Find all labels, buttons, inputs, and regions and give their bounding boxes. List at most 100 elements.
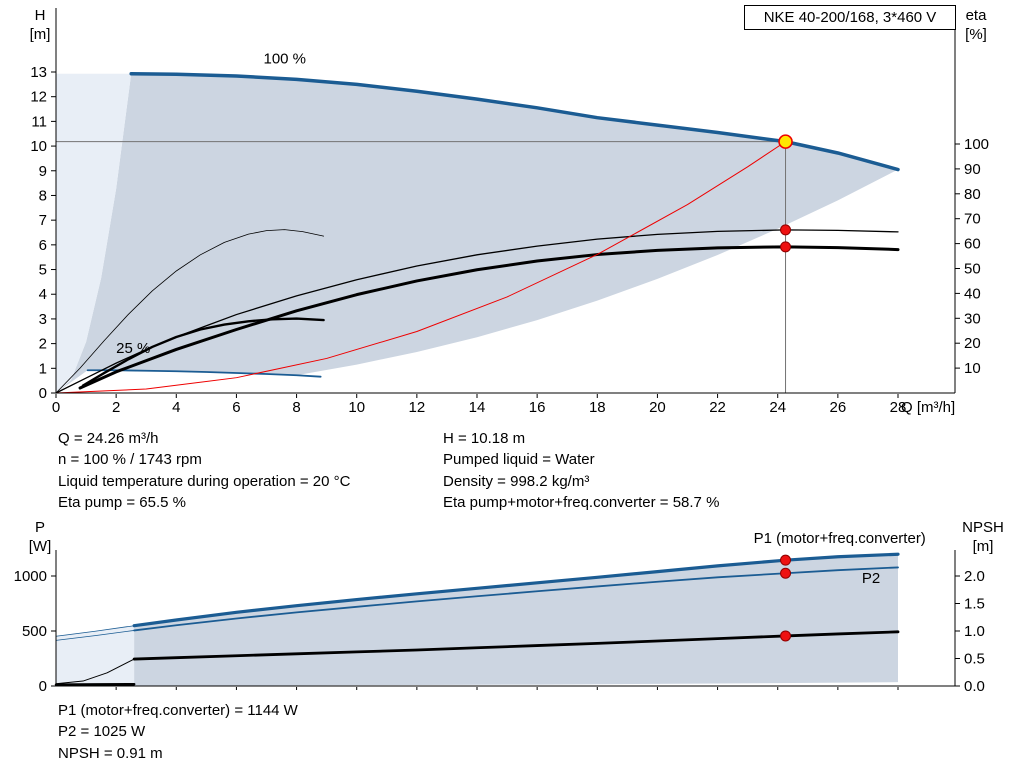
eta-pump-reduced-curve	[55, 229, 325, 394]
bottom-chart-axes: 0 500 1000 0.0 0.5 1.0 1.5 2.0	[14, 550, 985, 695]
p-axis-title-unit: [W]	[28, 538, 52, 555]
npsh-min-speed-curve	[55, 658, 135, 685]
q-axis-title: Q [m³/h]	[901, 399, 956, 416]
svg-text:50: 50	[964, 261, 981, 278]
result-p1: P1 (motor+freq.converter) = 1144 W	[58, 702, 298, 719]
svg-text:16: 16	[529, 399, 546, 416]
svg-text:12: 12	[30, 89, 47, 106]
operating-parameters-right: H = 10.18 m Pumped liquid = Water Densit…	[443, 428, 719, 513]
result-p2: P2 = 1025 W	[58, 723, 146, 741]
speed-100-label: 100 %	[263, 50, 306, 67]
speed-25-label: 25 %	[116, 340, 150, 357]
svg-text:0: 0	[39, 385, 47, 402]
svg-text:9: 9	[39, 163, 47, 180]
result-npsh: NPSH = 0.91 m	[58, 744, 163, 762]
eta-axis-title: eta [%]	[954, 6, 998, 44]
svg-text:40: 40	[964, 285, 981, 302]
system-curve	[55, 141, 787, 394]
svg-text:7: 7	[39, 212, 47, 229]
power-low-flow-envelope	[56, 625, 135, 686]
svg-text:70: 70	[964, 211, 981, 228]
p-axis-title-symbol: P	[34, 519, 45, 536]
pump-model-title: NKE 40-200/168, 3*460 V	[744, 5, 956, 30]
svg-text:3: 3	[39, 311, 47, 328]
svg-text:80: 80	[964, 186, 981, 203]
svg-text:12: 12	[409, 399, 426, 416]
svg-text:10: 10	[964, 360, 981, 377]
svg-text:22: 22	[709, 399, 726, 416]
power-envelope	[56, 554, 898, 686]
p2-curve	[133, 566, 899, 632]
eta-total-curve	[78, 245, 900, 390]
svg-text:2: 2	[39, 336, 47, 353]
svg-text:13: 13	[30, 64, 47, 81]
svg-text:11: 11	[31, 113, 47, 130]
param-eta-total: Eta pump+motor+freq.converter = 58.7 %	[443, 493, 720, 511]
p2-curve-label: P2	[862, 570, 880, 587]
npsh-curve	[132, 630, 900, 661]
svg-text:20: 20	[649, 399, 666, 416]
p1-curve-label: P1 (motor+freq.converter)	[754, 530, 926, 547]
eta-axis-title-unit: [%]	[965, 26, 987, 43]
svg-text:500: 500	[22, 623, 47, 640]
svg-text:1: 1	[39, 360, 47, 377]
h-axis-title: H [m]	[22, 6, 58, 44]
svg-text:0: 0	[52, 399, 60, 416]
svg-text:100: 100	[964, 136, 989, 153]
param-density: Density = 998.2 kg/m³	[443, 472, 590, 490]
svg-text:26: 26	[830, 399, 847, 416]
p1-min-speed-curve	[55, 625, 135, 637]
svg-text:4: 4	[172, 399, 180, 416]
p-axis-title: P [W]	[22, 518, 58, 556]
svg-text:5: 5	[39, 262, 47, 279]
svg-text:60: 60	[964, 236, 981, 253]
svg-text:18: 18	[589, 399, 606, 416]
svg-text:1.0: 1.0	[964, 623, 985, 640]
low-flow-envelope	[56, 73, 132, 394]
npsh-point	[780, 630, 792, 642]
npsh-axis-title-unit: [m]	[972, 538, 994, 555]
p2-point	[780, 567, 792, 579]
svg-text:8: 8	[292, 399, 300, 416]
svg-text:10: 10	[30, 138, 47, 155]
speed-envelope	[56, 73, 898, 394]
svg-text:1000: 1000	[14, 568, 47, 585]
param-pumped-liquid: Pumped liquid = Water	[443, 451, 595, 469]
svg-text:4: 4	[39, 286, 47, 303]
pump-curve-25pct	[86, 369, 322, 378]
pump-curve-100pct	[129, 71, 900, 172]
duty-point[interactable]	[778, 134, 793, 149]
eta-axis-title-symbol: eta	[965, 7, 987, 24]
p1-point	[780, 554, 792, 566]
p1-curve	[132, 552, 900, 628]
h-axis-title-unit: [m]	[29, 26, 51, 43]
npsh-axis-title-symbol: NPSH	[962, 519, 1004, 536]
svg-text:24: 24	[769, 399, 786, 416]
power-npsh-chart: P1 (motor+freq.converter) P2 0 500 1000 0.0 0.…	[14, 530, 985, 695]
svg-text:2.0: 2.0	[964, 568, 985, 585]
svg-text:8: 8	[39, 187, 47, 204]
svg-text:30: 30	[964, 310, 981, 327]
result-values: P1 (motor+freq.converter) = 1144 W P2 = …	[58, 700, 298, 764]
svg-text:0.5: 0.5	[964, 651, 985, 668]
param-flow: Q = 24.26 m³/h	[58, 430, 159, 447]
svg-text:20: 20	[964, 335, 981, 352]
param-liquid-temperature: Liquid temperature during operation = 20…	[58, 472, 351, 490]
svg-text:1.5: 1.5	[964, 596, 985, 613]
svg-text:90: 90	[964, 161, 981, 178]
svg-text:14: 14	[469, 399, 486, 416]
svg-text:6: 6	[232, 399, 240, 416]
param-eta-pump: Eta pump = 65.5 %	[58, 493, 186, 511]
operating-parameters-left: Q = 24.26 m³/h n = 100 % / 1743 rpm Liqu…	[58, 428, 350, 513]
svg-text:2: 2	[112, 399, 120, 416]
eta-total-reduced-curve	[81, 317, 325, 387]
param-head: H = 10.18 m	[443, 430, 526, 447]
h-axis-title-symbol: H	[34, 7, 46, 24]
svg-text:6: 6	[39, 237, 47, 254]
eta-total-point	[780, 241, 792, 253]
svg-text:0: 0	[39, 678, 47, 695]
eta-pump-point	[780, 224, 792, 236]
